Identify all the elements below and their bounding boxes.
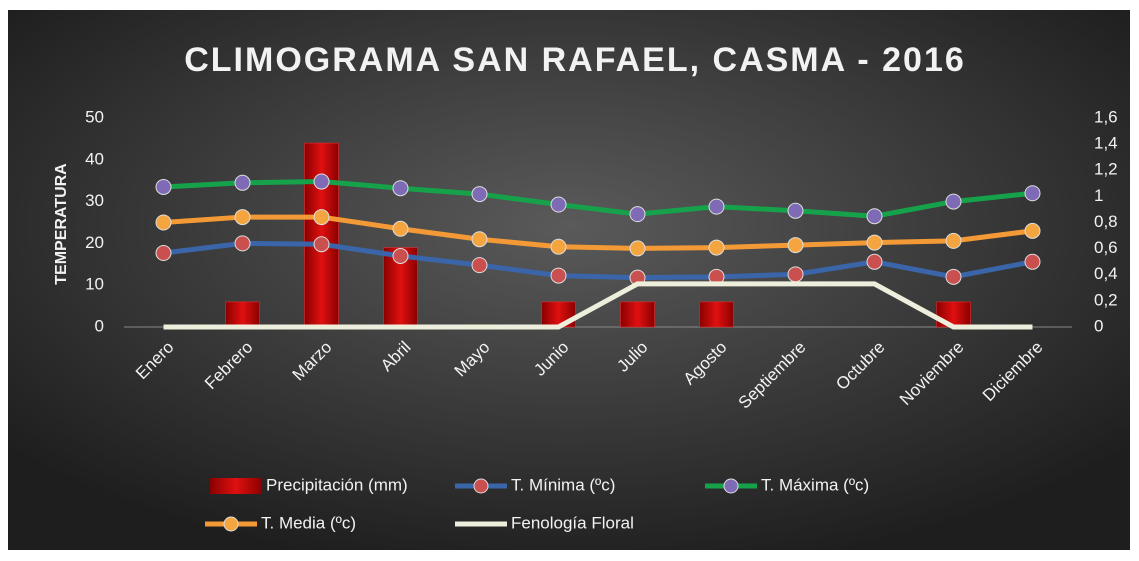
marker xyxy=(866,208,883,225)
marker xyxy=(708,239,725,256)
marker xyxy=(787,237,804,254)
y2-tick-label: 1 xyxy=(1094,186,1103,205)
y-axis-label: TEMPERATURA xyxy=(53,163,70,285)
marker xyxy=(471,257,488,274)
marker xyxy=(1024,185,1041,202)
y2-tick-label: 0,4 xyxy=(1094,264,1118,283)
marker xyxy=(629,240,646,257)
bar xyxy=(225,301,260,328)
marker xyxy=(787,266,804,283)
marker xyxy=(866,234,883,251)
legend-label: T. Mínima (ºc) xyxy=(511,475,615,494)
marker xyxy=(471,186,488,203)
y-tick-label: 40 xyxy=(85,149,104,168)
legend-label: Fenología Floral xyxy=(511,513,634,532)
y2-tick-label: 1,6 xyxy=(1094,107,1118,126)
y2-tick-label: 1,4 xyxy=(1094,134,1118,153)
marker xyxy=(550,238,567,255)
marker xyxy=(550,196,567,213)
marker xyxy=(1024,222,1041,239)
marker xyxy=(234,209,251,226)
marker xyxy=(945,193,962,210)
bar xyxy=(620,301,655,328)
bar xyxy=(304,142,339,328)
legend-swatch xyxy=(210,478,262,494)
bar xyxy=(699,301,734,328)
marker xyxy=(392,220,409,237)
marker xyxy=(313,173,330,190)
y-tick-label: 50 xyxy=(85,107,104,126)
marker xyxy=(234,235,251,252)
marker xyxy=(866,253,883,270)
marker xyxy=(945,268,962,285)
legend-label: T. Máxima (ºc) xyxy=(761,475,869,494)
y-tick-label: 30 xyxy=(85,191,104,210)
y2-tick-label: 0,2 xyxy=(1094,290,1118,309)
y-tick-label: 0 xyxy=(95,316,104,335)
legend-marker xyxy=(473,478,489,494)
marker xyxy=(234,174,251,191)
marker xyxy=(155,178,172,195)
marker xyxy=(787,202,804,219)
line xyxy=(163,281,1033,330)
marker xyxy=(155,245,172,262)
legend-label: Precipitación (mm) xyxy=(266,475,408,494)
y-tick-label: 10 xyxy=(85,275,104,294)
marker xyxy=(945,232,962,249)
line xyxy=(163,240,1033,281)
line xyxy=(163,214,1033,251)
line xyxy=(163,179,1033,219)
marker xyxy=(1024,253,1041,270)
marker xyxy=(629,206,646,223)
legend-marker xyxy=(223,516,239,532)
chart-background xyxy=(8,10,1130,550)
y2-tick-label: 0,8 xyxy=(1094,212,1118,231)
marker xyxy=(313,236,330,253)
y2-tick-label: 0,6 xyxy=(1094,238,1118,257)
legend-label: T. Media (ºc) xyxy=(261,513,356,532)
chart-title: CLIMOGRAMA SAN RAFAEL, CASMA - 2016 xyxy=(184,41,966,79)
marker xyxy=(155,214,172,231)
y2-tick-label: 0 xyxy=(1094,316,1103,335)
marker xyxy=(392,180,409,197)
marker xyxy=(313,209,330,226)
y-tick-label: 20 xyxy=(85,233,104,252)
marker xyxy=(550,267,567,284)
marker xyxy=(471,231,488,248)
y2-tick-label: 1,2 xyxy=(1094,160,1118,179)
legend-marker xyxy=(723,478,739,494)
marker xyxy=(392,247,409,264)
marker xyxy=(708,198,725,215)
